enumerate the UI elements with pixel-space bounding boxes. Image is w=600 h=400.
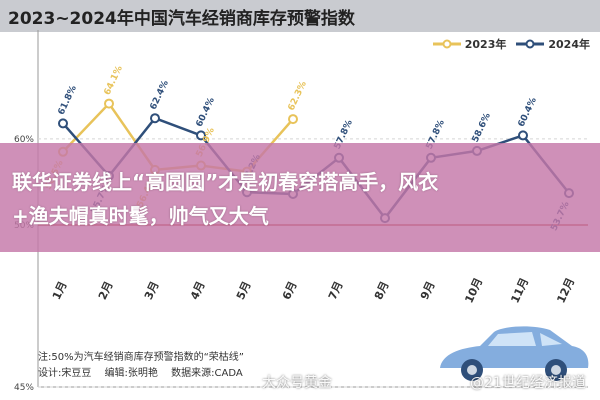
footer-credits: 设计:宋豆豆 编辑:张明艳 数据来源:CADA xyxy=(38,366,253,382)
data-point xyxy=(104,98,114,109)
data-label: 64.1% xyxy=(103,64,125,97)
data-label: 61.8% xyxy=(57,84,79,117)
watermark-left: 大众号黄金 xyxy=(262,375,332,391)
x-tick-label: 1月 xyxy=(50,279,70,301)
data-point xyxy=(288,114,298,125)
y-tick-label: 45% xyxy=(14,383,34,393)
x-tick-label: 8月 xyxy=(372,279,392,301)
x-tick-label: 12月 xyxy=(554,276,577,305)
headline-text: 联华证券线上“高圆圆”才是初春穿搭高手，风衣 +渔夫帽真时髦，帅气又大气 xyxy=(12,165,597,233)
footer-note: 注:50%为汽车经销商库存预警指数的“荣枯线” xyxy=(38,352,244,363)
legend-swatch-2024 xyxy=(516,39,545,49)
data-point xyxy=(150,113,160,124)
legend-item-2023: 2023年 xyxy=(432,36,507,52)
watermark-right: @21世纪经济报道 xyxy=(470,375,586,391)
data-point xyxy=(196,130,206,141)
legend-swatch-2023 xyxy=(432,39,461,49)
car-icon xyxy=(440,326,589,381)
x-tick-label: 2月 xyxy=(96,279,116,301)
chart-footer: 注:50%为汽车经销商库存预警指数的“荣枯线” 设计:宋豆豆 编辑:张明艳 数据… xyxy=(38,350,253,382)
x-tick-label: 3月 xyxy=(142,279,162,301)
title-bar: 2023~2024年中国汽车经销商库存预警指数 xyxy=(0,0,600,32)
x-tick-label: 10月 xyxy=(462,276,485,305)
x-tick-label: 6月 xyxy=(280,279,300,301)
x-tick-label: 4月 xyxy=(188,279,208,301)
x-tick-label: 5月 xyxy=(234,279,254,301)
data-label: 60.4% xyxy=(517,96,539,129)
legend-item-2024: 2024年 xyxy=(516,36,590,52)
x-tick-label: 7月 xyxy=(326,279,346,301)
legend-label-2023: 2023年 xyxy=(464,38,507,51)
headline-banner: 联华证券线上“高圆圆”才是初春穿搭高手，风衣 +渔夫帽真时髦，帅气又大气 xyxy=(0,143,600,252)
footer-source: 数据来源:CADA xyxy=(171,368,243,379)
headline-line-1: 联华证券线上“高圆圆”才是初春穿搭高手，风衣 xyxy=(12,170,439,194)
chart-legend: 2023年 2024年 xyxy=(432,36,590,52)
x-tick-label: 11月 xyxy=(508,276,531,305)
footer-designer: 设计:宋豆豆 xyxy=(38,368,92,379)
x-tick-label: 9月 xyxy=(418,279,438,301)
data-point xyxy=(58,118,68,129)
chart-title: 2023~2024年中国汽车经销商库存预警指数 xyxy=(8,9,355,29)
y-tick-label: 60% xyxy=(14,135,34,145)
data-label: 62.3% xyxy=(287,80,309,113)
data-label: 62.4% xyxy=(149,79,171,112)
data-point xyxy=(518,130,528,141)
footer-editor: 编辑:张明艳 xyxy=(104,368,158,379)
headline-line-2: +渔夫帽真时髦，帅气又大气 xyxy=(12,204,269,228)
legend-label-2024: 2024年 xyxy=(548,38,590,51)
data-label: 60.4% xyxy=(195,96,217,129)
